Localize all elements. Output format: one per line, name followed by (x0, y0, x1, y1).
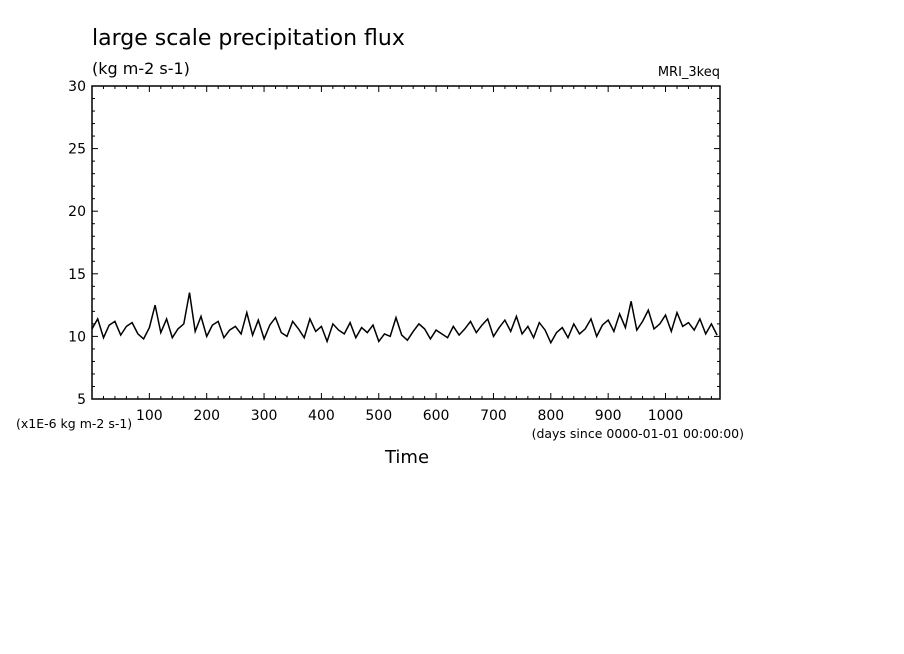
plot-frame (91, 85, 721, 400)
y-tick-labels: 5 10 15 20 25 30 (68, 79, 86, 408)
x-tick-label: 600 (423, 408, 450, 424)
x-tick-label: 900 (595, 408, 622, 424)
chart-subtitle: (kg m-2 s-1) (92, 59, 190, 78)
chart-title: large scale precipitation flux (92, 26, 405, 51)
x-axis-title: Time (384, 447, 429, 468)
x-tick-label: 500 (365, 408, 392, 424)
x-units-label: (days since 0000-01-01 00:00:00) (532, 426, 744, 441)
series-line (91, 292, 718, 345)
x-tick-label: 400 (308, 408, 335, 424)
x-tick-label: 800 (537, 408, 564, 424)
x-tick-label: 300 (251, 408, 278, 424)
x-tick-label: 700 (480, 408, 507, 424)
y-tick-label: 15 (68, 267, 86, 283)
y-tick-label: 30 (68, 79, 86, 95)
y-scale-note: (x1E-6 kg m-2 s-1) (16, 416, 132, 431)
axis-ticks (91, 85, 720, 400)
x-tick-labels: 100 200 300 400 500 600 700 800 900 1000 (136, 408, 683, 424)
x-tick-label: 100 (136, 408, 163, 424)
y-tick-label: 25 (68, 142, 86, 158)
x-tick-label: 1000 (648, 408, 684, 424)
model-label: MRI_3keq (658, 65, 720, 80)
x-tick-label: 200 (193, 408, 220, 424)
y-tick-label: 10 (68, 329, 86, 345)
y-tick-label: 5 (77, 392, 86, 408)
y-tick-label: 20 (68, 204, 86, 220)
